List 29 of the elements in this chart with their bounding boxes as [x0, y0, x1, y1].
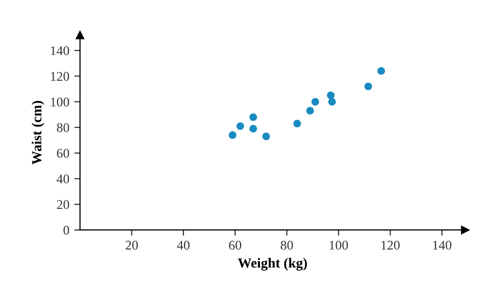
x-tick-label: 20: [126, 240, 138, 250]
y-tick-label: 60: [56, 148, 70, 158]
x-tick-label: 40: [177, 240, 190, 250]
x-tick-label: 140: [433, 240, 452, 250]
y-tick-label: 140: [50, 46, 70, 56]
point: [364, 82, 372, 90]
y-tick-label: 120: [50, 72, 70, 81]
y-tick-label: 20: [56, 200, 70, 210]
point: [228, 131, 236, 139]
point: [377, 67, 385, 75]
point: [236, 122, 244, 130]
x-tick-label: 100: [330, 240, 348, 250]
point: [326, 92, 335, 100]
y-tick-label: 40: [56, 174, 70, 184]
point: [249, 113, 258, 121]
point: [262, 132, 270, 140]
y-axis-title: Waist (cm): [32, 100, 44, 165]
x-tick-label: 80: [280, 240, 293, 250]
y-tick-label: 100: [50, 98, 70, 106]
x-tick-label: 60: [229, 240, 242, 250]
point: [293, 120, 301, 128]
point: [328, 98, 336, 106]
x-axis-title: Weight (kg): [238, 258, 307, 271]
x-tick-label: 120: [381, 240, 400, 250]
y-tick-label: 0: [64, 226, 70, 235]
point: [311, 98, 320, 106]
point: [306, 106, 314, 115]
y-tick-label: 80: [56, 123, 70, 132]
point: [249, 124, 258, 132]
